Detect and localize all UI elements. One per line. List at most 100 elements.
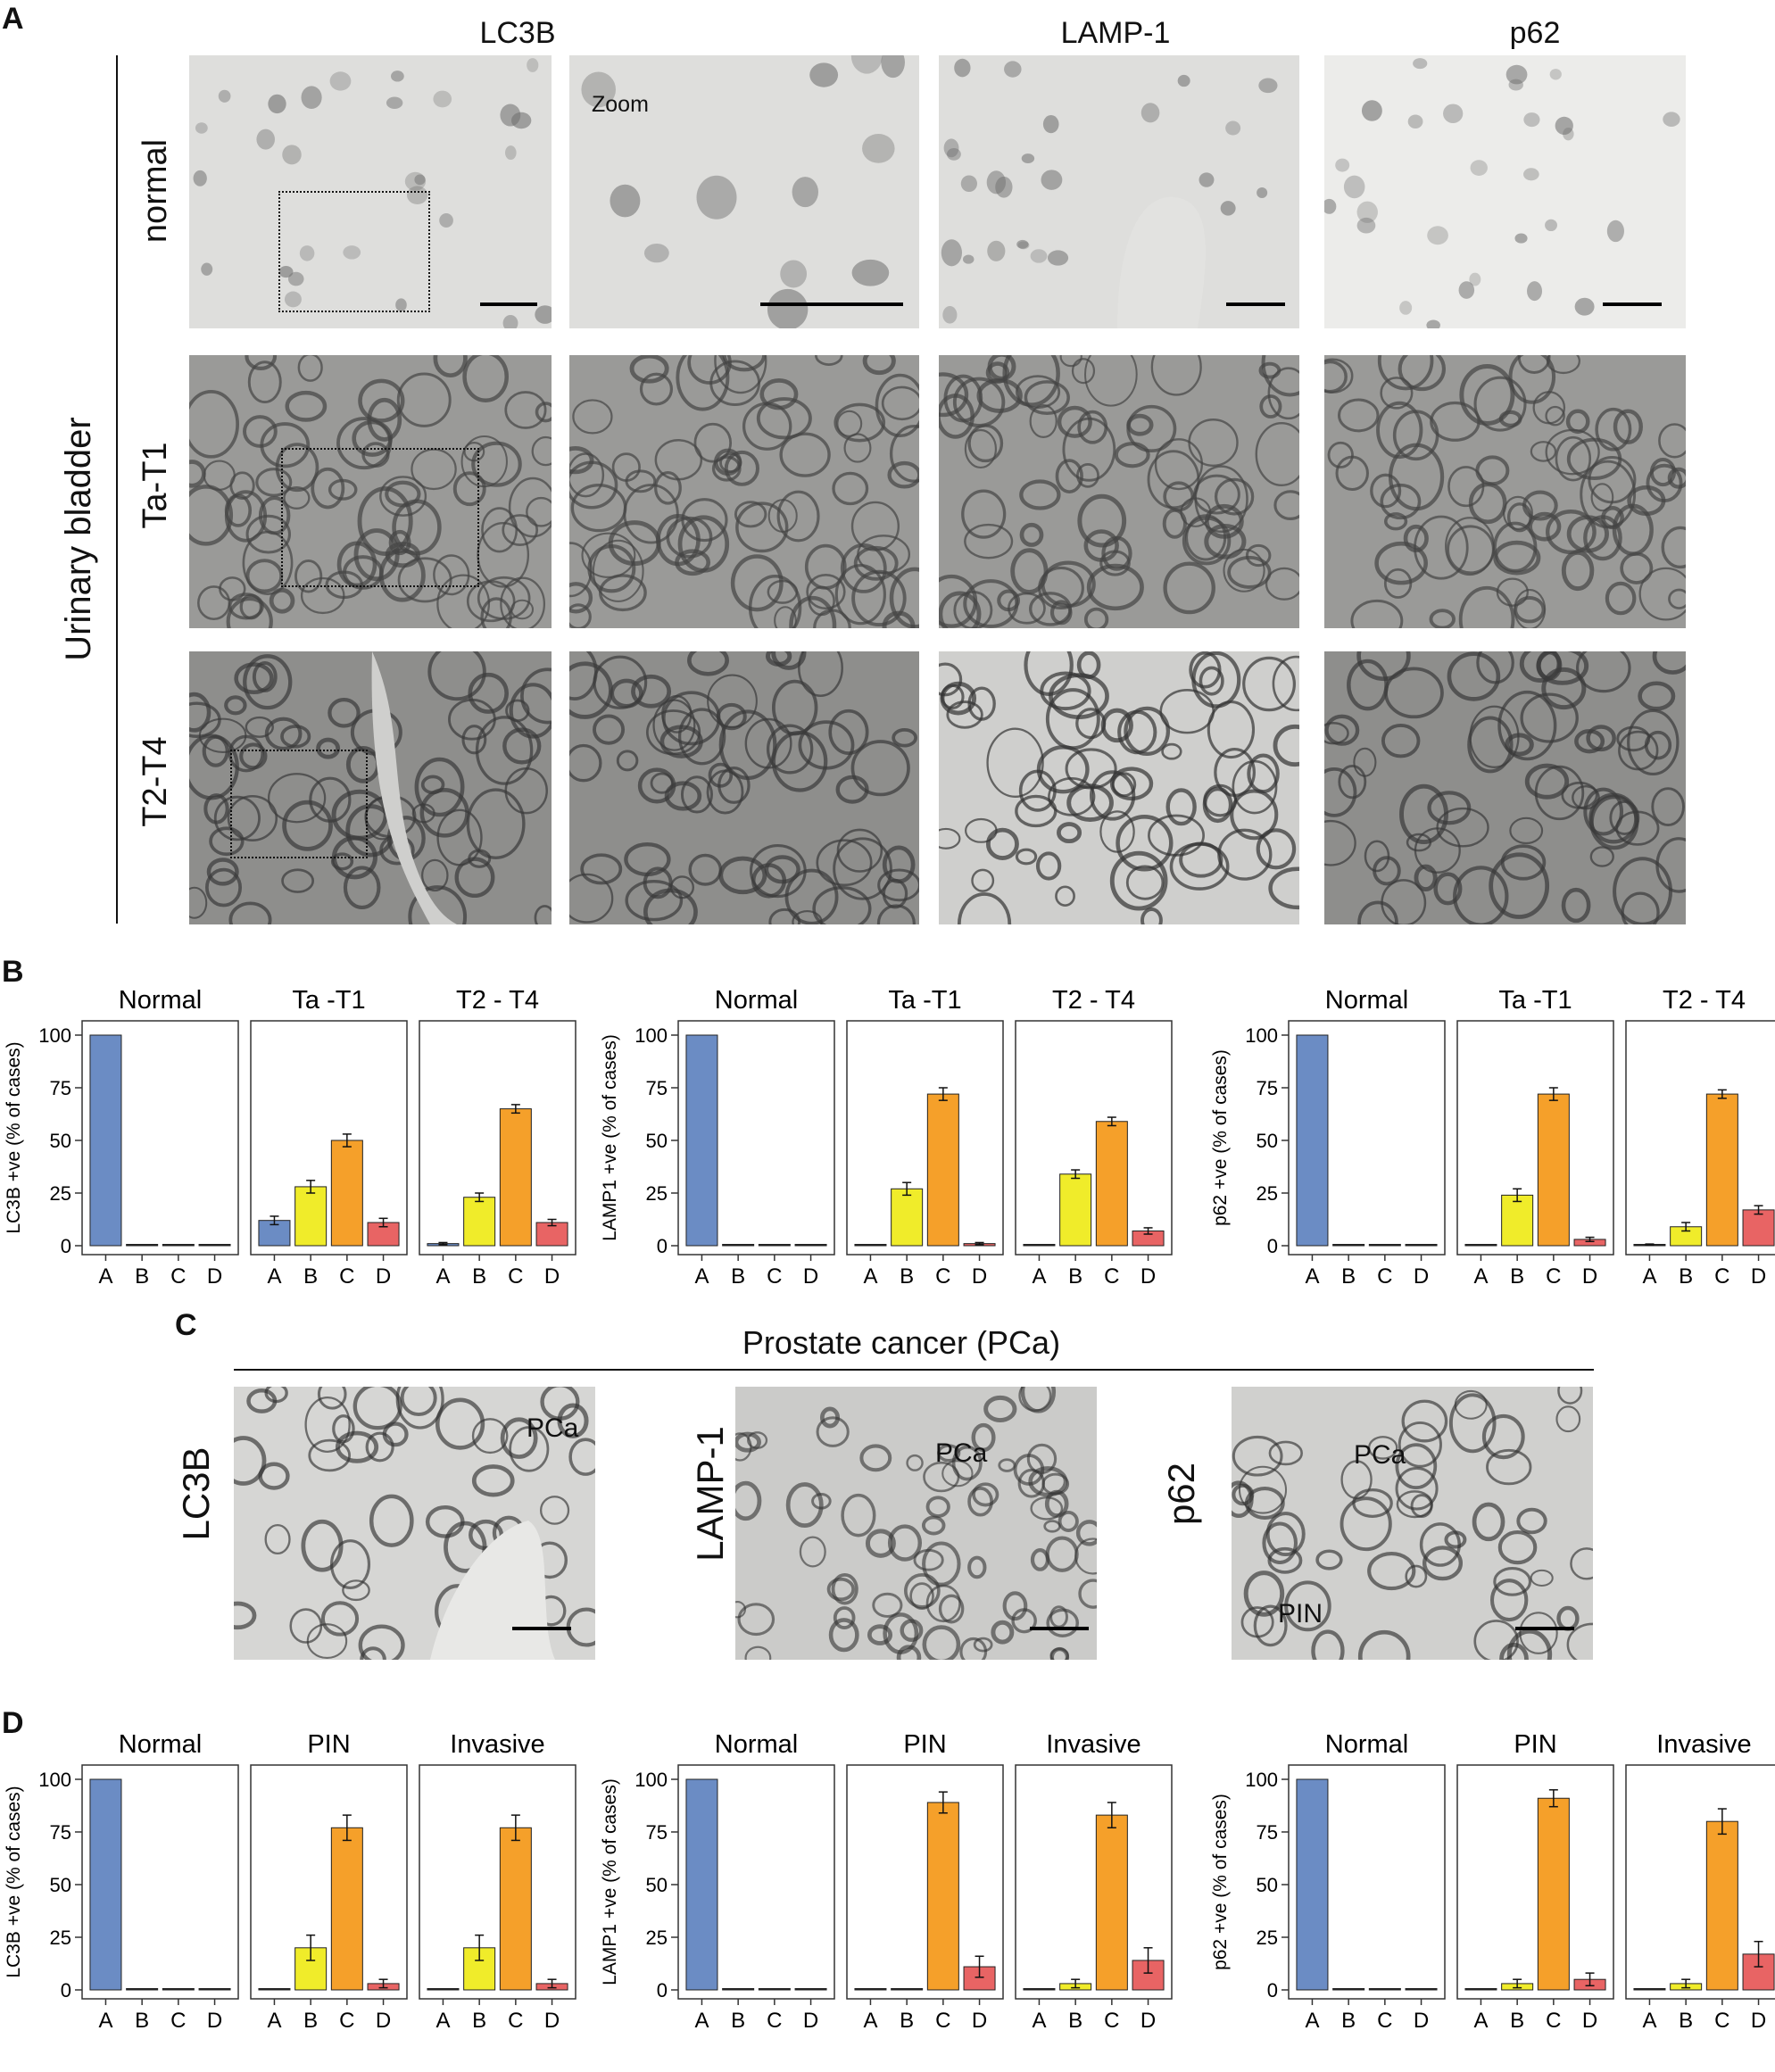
facet-frame	[1625, 1764, 1775, 2000]
x-tick-label: B	[1341, 1264, 1356, 1289]
facet-title: Invasive	[450, 1730, 544, 1759]
x-tick-label: B	[1510, 1264, 1524, 1289]
y-tick-label: 25	[646, 1182, 668, 1205]
bar-t2-t4-c	[1095, 1121, 1128, 1247]
x-tick-label: C	[1104, 2009, 1119, 2033]
facet-title: Normal	[715, 1730, 798, 1759]
facet-frame	[1625, 1020, 1775, 1256]
x-tick-label: D	[1140, 2009, 1156, 2033]
pin-label-p62: PIN	[1278, 1599, 1323, 1629]
pca-label-lc3b: PCa	[527, 1413, 579, 1443]
x-tick-label: C	[1546, 1264, 1561, 1289]
x-tick-label: B	[472, 2009, 486, 2033]
bar-normal-b	[1332, 1244, 1365, 1247]
y-tick-label: 75	[1257, 1821, 1278, 1844]
bar-normal-a	[1296, 1034, 1329, 1247]
bar-pin-a	[1464, 1988, 1497, 1991]
panel-letter-d: D	[2, 1706, 24, 1740]
scale-bar-normal-lc3b	[480, 303, 537, 306]
facet-title: T2 - T4	[456, 986, 539, 1015]
bar-normal-d	[794, 1988, 827, 1991]
error-bar	[438, 1241, 448, 1246]
error-bar	[1071, 1978, 1081, 1989]
bar-normal-b	[722, 1244, 755, 1247]
x-tick-label: A	[98, 2009, 112, 2033]
error-bar	[1107, 1116, 1116, 1127]
facet-frame	[846, 1020, 1004, 1256]
x-tick-label: C	[1546, 2009, 1561, 2033]
zoom-region-box-normal	[278, 191, 430, 312]
x-tick-label: B	[731, 1264, 745, 1289]
pca-label-p62: PCa	[1354, 1440, 1406, 1470]
y-tick-label: 100	[635, 1024, 668, 1047]
x-tick-label: C	[508, 2009, 523, 2033]
x-tick-label: A	[1305, 2009, 1319, 2033]
facet-title: Normal	[1325, 986, 1408, 1015]
panel-c-title-rule	[234, 1369, 1594, 1371]
row-header-ta-t1: Ta-T1	[137, 442, 174, 529]
facet-frame	[419, 1020, 576, 1256]
facet-frame	[1456, 1020, 1614, 1256]
x-tick-label: C	[1714, 2009, 1729, 2033]
x-tick-label: A	[1473, 1264, 1488, 1289]
x-tick-label: A	[435, 2009, 450, 2033]
x-tick-label: A	[1032, 2009, 1046, 2033]
error-bar	[1717, 1089, 1727, 1099]
micrograph-normal-p62	[1324, 55, 1686, 328]
bar-normal-c	[758, 1988, 791, 1991]
x-tick-label: B	[1068, 2009, 1082, 2033]
facet-title: Normal	[119, 986, 202, 1015]
y-tick-label: 50	[50, 1874, 71, 1896]
x-tick-label: D	[972, 1264, 987, 1289]
error-bar	[938, 1791, 948, 1814]
error-bar	[1071, 1169, 1081, 1180]
error-bar	[306, 1934, 316, 1961]
column-header-lamp1: LAMP-1	[1060, 16, 1171, 50]
x-tick-label: C	[1104, 1264, 1119, 1289]
x-tick-label: B	[1679, 1264, 1693, 1289]
facet-title: T2 - T4	[1052, 986, 1135, 1015]
x-tick-label: B	[472, 1264, 486, 1289]
bar-ta-t1-a	[854, 1244, 887, 1247]
x-tick-label: D	[1414, 1264, 1429, 1289]
x-tick-label: D	[207, 2009, 222, 2033]
micrograph-pca-lamp1	[735, 1387, 1097, 1660]
scale-bar-normal-p62	[1603, 303, 1662, 306]
x-tick-label: B	[303, 1264, 318, 1289]
error-bar	[547, 1978, 557, 1989]
bar-invasive-a	[1023, 1988, 1056, 1991]
facet-frame	[419, 1764, 576, 2000]
x-tick-label: D	[544, 2009, 560, 2033]
x-tick-label: A	[267, 2009, 281, 2033]
bar-ta-t1-c	[330, 1140, 363, 1247]
y-tick-label: 0	[1267, 1235, 1278, 1257]
side-divider-line	[116, 55, 118, 924]
x-tick-label: B	[1068, 1264, 1082, 1289]
y-axis-label: p62 +ve (% of cases)	[1210, 1794, 1231, 1970]
error-bar	[1513, 1978, 1522, 1989]
bar-normal-b	[126, 1988, 159, 1991]
panel-c-label-p62: p62	[1160, 1462, 1202, 1526]
panel-letter-a: A	[2, 2, 24, 36]
y-axis-label: LAMP1 +ve (% of cases)	[600, 1778, 620, 1985]
micrograph-ta-t1-lc3b-zoom	[569, 355, 919, 628]
y-tick-label: 50	[1257, 1874, 1278, 1896]
x-tick-label: B	[900, 1264, 914, 1289]
y-tick-label: 0	[61, 1235, 71, 1257]
facet-title: Invasive	[1046, 1730, 1140, 1759]
bar-pin-c	[1537, 1797, 1570, 1991]
y-tick-label: 50	[646, 1130, 668, 1152]
y-axis-label: p62 +ve (% of cases)	[1210, 1049, 1231, 1226]
facet-title: Normal	[1325, 1730, 1408, 1759]
y-tick-label: 25	[1257, 1927, 1278, 1949]
bar-normal-d	[198, 1988, 231, 1991]
bar-normal-a	[89, 1778, 122, 1991]
x-tick-label: D	[1582, 1264, 1597, 1289]
x-tick-label: A	[863, 1264, 877, 1289]
bar-ta-t1-c	[1537, 1093, 1570, 1247]
facet-frame	[1288, 1764, 1446, 2000]
y-tick-label: 75	[50, 1821, 71, 1844]
bar-t2-t4-d	[1742, 1209, 1775, 1247]
micrograph-pca-lc3b	[234, 1387, 595, 1660]
